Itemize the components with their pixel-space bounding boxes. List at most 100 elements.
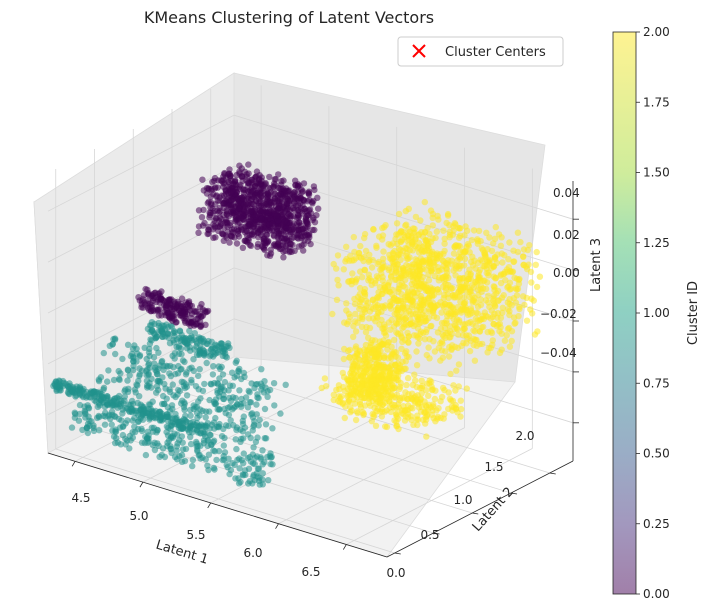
cluster-1-point xyxy=(229,369,236,376)
cluster-0-point xyxy=(292,181,299,188)
cluster-1-point xyxy=(149,442,157,449)
cluster-1-point xyxy=(112,439,119,447)
cluster-2-point xyxy=(371,367,378,374)
cluster-1-point xyxy=(183,345,191,352)
cluster-2-point xyxy=(466,249,473,256)
y-tick-mark xyxy=(510,492,518,495)
cluster-0-point xyxy=(243,238,250,245)
cluster-2-point xyxy=(359,408,366,416)
cluster-0-point xyxy=(155,312,162,319)
cluster-2-point xyxy=(483,229,490,236)
cluster-0-point xyxy=(210,220,217,228)
cluster-2-point xyxy=(329,310,336,318)
cluster-0-point xyxy=(311,186,318,194)
cluster-0-point xyxy=(233,226,241,233)
cluster-2-point xyxy=(418,390,425,397)
cluster-0-point xyxy=(260,238,267,245)
cluster-1-point xyxy=(154,427,161,434)
cluster-1-point xyxy=(136,371,143,378)
cluster-2-point xyxy=(486,234,493,241)
cluster-2-point xyxy=(380,341,387,348)
cluster-2-point xyxy=(456,275,463,282)
z-tick-labels: −0.04 −0.02 0.00 0.02 0.04 xyxy=(540,186,580,360)
cluster-1-point xyxy=(186,365,193,372)
cluster-0-point xyxy=(213,215,220,222)
cluster-1-point xyxy=(182,445,190,453)
cluster-0-point xyxy=(253,173,260,180)
cluster-2-point xyxy=(514,248,521,256)
cluster-1-point xyxy=(79,426,86,434)
cluster-0-point xyxy=(211,177,218,185)
cluster-2-point xyxy=(356,376,364,383)
cluster-2-point xyxy=(446,323,453,330)
cluster-2-point xyxy=(352,416,360,424)
cluster-1-point xyxy=(157,415,165,422)
cluster-2-point xyxy=(516,303,523,311)
cluster-1-point xyxy=(181,399,188,406)
cluster-2-point xyxy=(438,309,445,316)
cluster-2-point xyxy=(374,260,381,268)
cluster-2-point xyxy=(348,257,356,264)
cluster-2-point xyxy=(345,318,352,325)
x-axis-label: Latent 1 xyxy=(154,538,210,568)
cluster-2-point xyxy=(422,329,430,336)
y-tick-mark xyxy=(433,532,440,535)
cluster-1-point xyxy=(209,344,216,351)
cluster-0-point xyxy=(227,172,234,180)
cluster-2-point xyxy=(495,231,503,238)
cluster-0-point xyxy=(294,207,302,214)
cluster-1-point xyxy=(93,398,100,405)
cluster-1-point xyxy=(238,375,245,383)
cluster-0-point xyxy=(155,306,162,313)
cluster-2-point xyxy=(370,225,377,233)
cluster-0-point xyxy=(241,206,248,214)
cluster-1-point xyxy=(206,396,213,404)
cluster-0-point xyxy=(199,176,206,183)
cluster-0-point xyxy=(259,207,267,214)
cluster-2-point xyxy=(393,220,401,227)
cluster-2-point xyxy=(487,315,494,322)
cluster-2-point xyxy=(463,243,470,251)
cluster-2-point xyxy=(423,433,430,440)
cluster-2-point xyxy=(442,281,449,288)
cluster-2-point xyxy=(441,235,448,242)
x-tick-mark xyxy=(275,523,279,529)
cluster-2-point xyxy=(483,279,491,286)
cluster-2-point xyxy=(505,256,512,263)
cluster-2-point xyxy=(357,401,364,408)
cluster-2-point xyxy=(536,273,544,280)
cluster-1-point xyxy=(240,472,247,479)
cluster-1-point xyxy=(159,330,167,338)
cluster-0-point xyxy=(220,200,227,208)
cluster-1-point xyxy=(221,378,229,386)
cluster-0-point xyxy=(245,188,252,195)
cluster-2-point xyxy=(517,238,524,246)
cluster-2-point xyxy=(434,286,441,293)
cluster-1-point xyxy=(151,360,158,367)
cluster-1-point xyxy=(250,444,257,451)
cluster-2-point xyxy=(429,386,436,393)
cluster-1-point xyxy=(218,343,225,350)
cluster-2-point xyxy=(479,246,487,254)
cluster-2-point xyxy=(366,251,373,258)
cluster-0-point xyxy=(178,295,186,302)
cluster-1-point xyxy=(174,370,182,377)
cluster-1-point xyxy=(196,366,203,373)
cluster-0-point xyxy=(214,207,221,214)
cluster-2-point xyxy=(397,330,404,337)
cluster-2-point xyxy=(487,328,495,335)
y-tick-labels: 0.0 0.5 1.0 1.5 2.0 xyxy=(386,429,534,580)
cluster-2-point xyxy=(481,263,488,270)
cluster-0-point xyxy=(271,176,278,183)
cluster-1-point xyxy=(133,407,141,415)
cluster-1-point xyxy=(247,434,254,442)
cluster-2-point xyxy=(390,336,398,344)
cluster-0-point xyxy=(309,226,316,234)
cluster-2-point xyxy=(410,421,417,428)
x-tick-mark xyxy=(342,544,347,550)
cluster-2-point xyxy=(409,273,417,281)
cluster-1-point xyxy=(216,393,223,400)
cluster-2-point xyxy=(340,355,348,363)
cluster-1-point xyxy=(206,431,214,439)
cluster-1-point xyxy=(151,446,159,454)
